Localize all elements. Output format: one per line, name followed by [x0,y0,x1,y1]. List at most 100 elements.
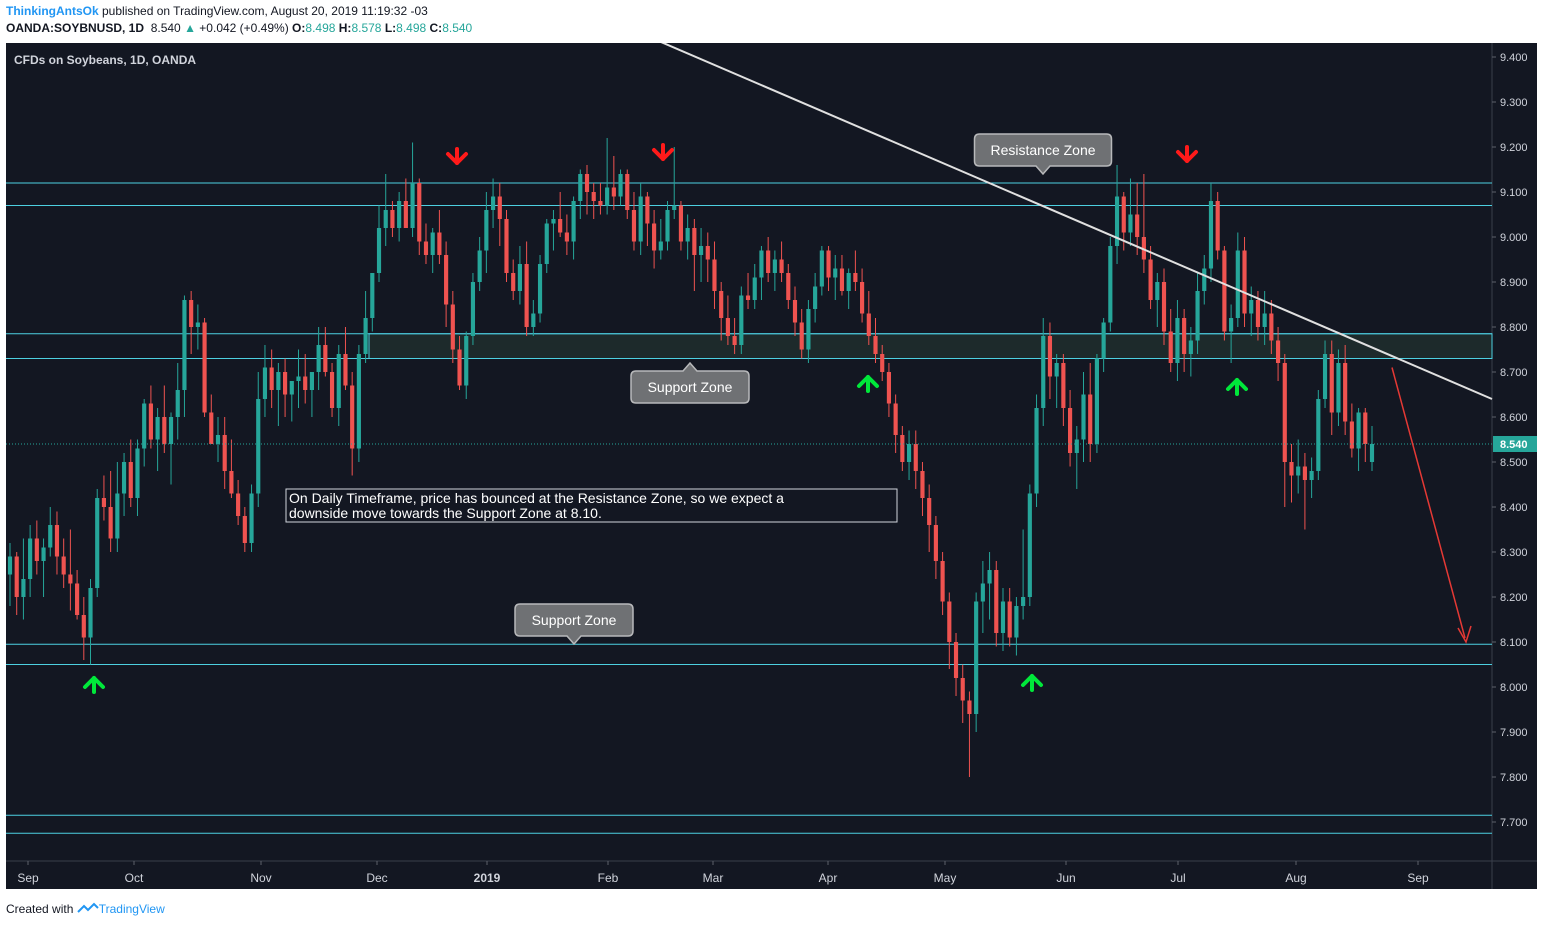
candle-body [397,201,402,228]
candle-body [1316,399,1321,471]
candle-body [1000,601,1006,633]
candle-body [490,196,496,210]
candle-body [913,444,918,471]
candle-body [511,273,516,291]
candle-body [880,354,885,372]
candle-body [531,313,536,327]
support-zone-upper-label[interactable]: Support Zone [630,361,750,404]
candle-body [544,223,549,264]
price-tick-label: 8.200 [1500,592,1528,604]
candle-body [450,304,455,350]
candle-body [826,250,831,278]
candle-body [1329,354,1334,413]
candle-body [1121,196,1126,233]
candle-body [195,322,200,327]
resistance-zone-label-bubble [973,133,1113,176]
time-tick-label: Feb [598,871,619,885]
candle-body [605,187,610,206]
candle-body [81,615,86,638]
candle-body [1021,597,1026,606]
candle-body [558,219,563,233]
tradingview-link[interactable]: TradingView [98,902,165,916]
candle-body [598,201,603,206]
open-value: 8.498 [305,21,336,35]
author-link[interactable]: ThinkingAntsOk [6,4,99,18]
candle-body [95,498,100,588]
candle-body [1108,246,1113,323]
analysis-note-box [285,488,898,523]
analysis-note-line2: downside move towards the Support Zone a… [289,505,602,521]
candle-body [564,232,569,242]
time-tick-label: 2019 [474,871,501,885]
support-zone-lower-label-bubble [514,603,634,646]
candle-body [1007,601,1012,638]
candle-body [893,403,898,435]
candle-body [1282,363,1287,462]
candle-body [745,295,751,300]
candle-body [1222,250,1227,332]
resistance-zone-label[interactable]: Resistance Zone [973,133,1113,176]
candle-body [343,354,348,386]
candle-body [1135,214,1140,237]
price-tick-label: 9.200 [1500,142,1528,154]
candle-body [1356,412,1361,449]
support-zone-box [368,333,1493,359]
candle-body [779,259,784,273]
candle-body [1249,300,1254,314]
price-tick-label: 9.400 [1500,52,1528,64]
candle-body [484,210,489,251]
candle-body [698,246,704,255]
candle-body [766,250,771,273]
candle-body [685,228,690,242]
candle-body [437,232,442,255]
candle-body [155,417,160,440]
candle-body [242,516,247,543]
candle-body [262,367,268,399]
candle-body [1349,421,1354,449]
analysis-note[interactable]: On Daily Timeframe, price has bounced at… [285,488,898,523]
candle-body [672,205,677,210]
candle-body [1047,336,1053,377]
candle-body [329,372,335,408]
time-tick-label: Apr [819,871,838,885]
support-zone-lower-label[interactable]: Support Zone [514,603,634,646]
time-tick-label: Nov [250,871,271,885]
chart-frame[interactable]: CFDs on Soybeans, 1D, OANDA 9.400 9.300 9.… [6,38,1537,889]
time-axis[interactable]: Sep Oct Nov Dec 2019 Feb Mar Apr May Jun Jul Aug Sep [17,861,1429,885]
high-value: 8.578 [351,21,382,35]
candle-body [1168,331,1173,363]
candle-body [920,471,925,498]
candle-body [517,264,522,291]
price-axis[interactable]: 9.400 9.300 9.200 9.100 9.000 8.900 8.800 8.700… [1492,52,1537,829]
candle-body [1067,408,1073,453]
time-tick-label: Mar [703,871,724,885]
candle-body [705,246,710,260]
candle-body [584,174,590,192]
analysis-note-line1: On Daily Timeframe, price has bounced at… [289,490,784,506]
price-tick-label: 7.700 [1500,817,1528,829]
candle-body [75,583,80,615]
candle-body [953,642,959,678]
last-price: 8.540 [150,21,181,35]
candle-body [356,354,361,449]
candle-body [860,282,865,314]
candle-body [1128,214,1133,233]
candle-body [947,601,952,642]
candle-body [1289,462,1294,476]
candle-body [61,556,66,575]
candle-body [48,525,53,548]
high-label: H: [338,21,352,35]
candle-body [189,300,194,327]
candle-body [967,700,972,714]
candle-body [504,219,509,273]
time-tick-label: Oct [125,871,144,885]
candle-body [7,556,13,575]
candle-body [28,538,33,579]
candle-body [175,390,180,417]
candle-body [719,291,724,318]
price-chart[interactable]: CFDs on Soybeans, 1D, OANDA 9.4009.3009.… [6,38,1537,889]
candle-body [1074,439,1079,453]
candle-body [1101,322,1106,359]
last-price-badge-label: 8.540 [1500,439,1528,451]
candle-body [249,493,254,543]
